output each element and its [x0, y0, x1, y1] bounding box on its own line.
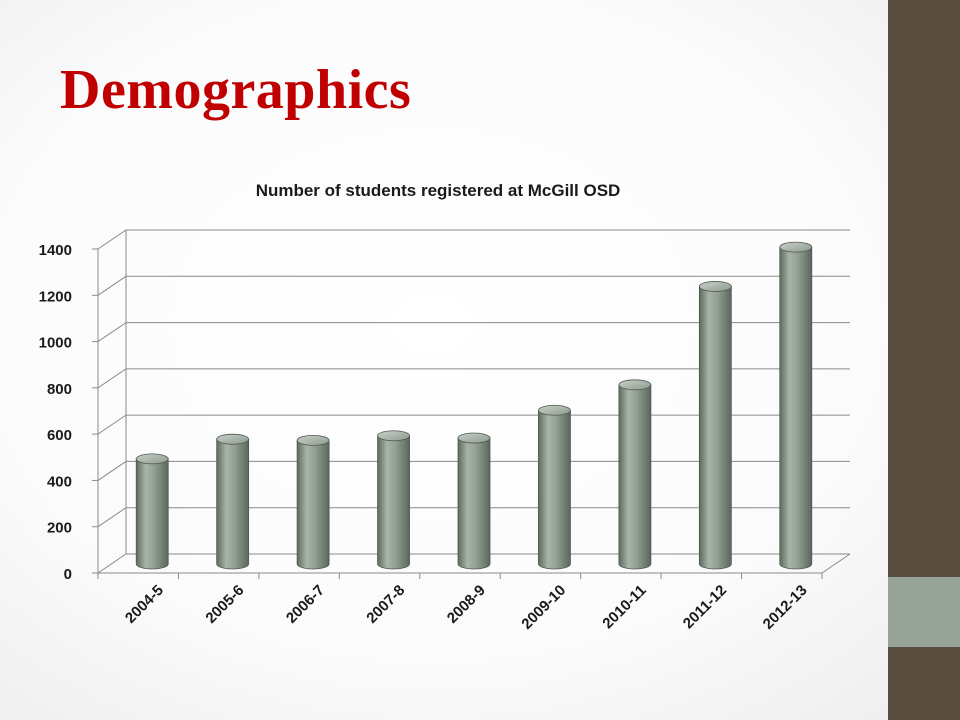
floor-right-edge — [821, 553, 851, 574]
bar-body — [457, 437, 491, 570]
bar — [457, 432, 491, 570]
y-tick-label: 0 — [64, 566, 72, 583]
bar-body — [135, 458, 169, 570]
bar — [296, 434, 330, 570]
x-tick-label: 2009-10 — [518, 582, 569, 633]
bar-chart: Number of students registered at McGill … — [39, 181, 851, 633]
y-tick-label: 800 — [47, 381, 72, 398]
bar — [779, 241, 813, 570]
bar-cap — [538, 404, 571, 416]
y-tick-label: 1400 — [39, 242, 72, 259]
bar-cap — [216, 433, 250, 445]
bar-cap — [457, 432, 491, 444]
bar-body — [538, 409, 571, 570]
x-tick-label: 2007-8 — [363, 582, 408, 627]
x-tick-label: 2006-7 — [283, 582, 328, 627]
chart-title: Number of students registered at McGill … — [256, 181, 621, 200]
gridline — [97, 322, 850, 342]
bar-cap — [135, 453, 169, 465]
gridline — [97, 368, 850, 389]
bar-body — [618, 384, 652, 570]
bar-body — [296, 439, 330, 570]
x-tick-label: 2010-11 — [599, 582, 649, 632]
y-tick-label: 400 — [47, 473, 72, 490]
bar — [135, 453, 169, 570]
bar — [698, 281, 732, 570]
side-accent — [888, 577, 960, 647]
bar-body — [698, 286, 732, 570]
x-tick-label: 2011-12 — [680, 582, 730, 632]
bar-cap — [296, 434, 330, 446]
x-tick-label: 2012-13 — [760, 582, 811, 633]
bar-cap — [698, 281, 732, 292]
bar — [216, 433, 250, 570]
bar-body — [216, 438, 250, 570]
bar — [618, 379, 652, 570]
gridline — [97, 229, 850, 250]
y-tick-label: 1200 — [39, 288, 72, 305]
bars — [135, 241, 813, 570]
x-tick-label: 2004-5 — [122, 582, 167, 627]
bar-cap — [377, 430, 410, 442]
bar-body — [779, 246, 813, 570]
axes — [92, 230, 851, 579]
bar — [538, 404, 571, 570]
y-tick-labels: 0 200 400 600 800 1000 1200 1400 — [39, 242, 72, 583]
y-tick-label: 600 — [47, 427, 72, 444]
bar — [377, 430, 410, 570]
bar-body — [377, 435, 410, 570]
slide-title: Demographics — [60, 59, 412, 121]
y-tick-label: 200 — [47, 520, 72, 537]
x-tick-label: 2008-9 — [444, 582, 489, 627]
gridline — [97, 275, 850, 296]
y-tick-label: 1000 — [39, 335, 72, 352]
bar-cap — [618, 379, 652, 391]
bar-cap — [779, 241, 813, 253]
gridline — [97, 414, 850, 435]
x-tick-labels: 2004-5 2005-6 2006-7 2007-8 2008-9 2009-10 201… — [122, 582, 811, 633]
x-tick-label: 2005-6 — [202, 582, 247, 627]
